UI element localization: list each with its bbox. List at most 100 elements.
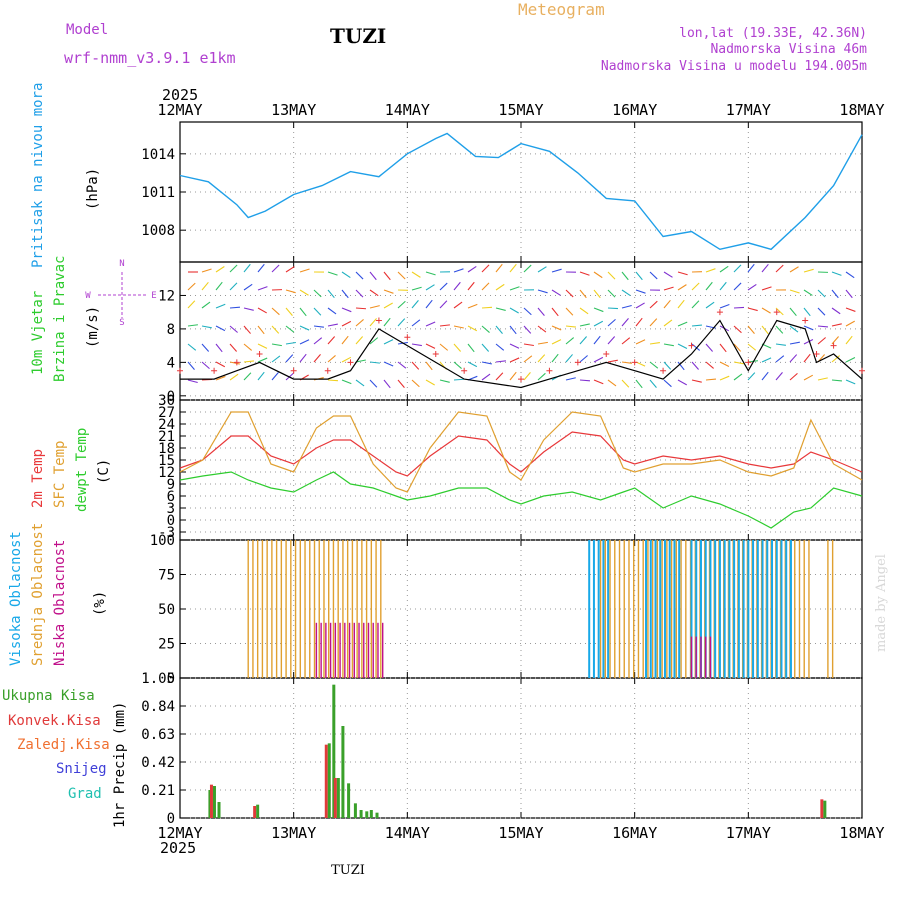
- wind-arrow: [579, 289, 587, 299]
- temp-ylabel-1: 2m Temp: [30, 449, 46, 508]
- wind-arrow: [425, 343, 436, 349]
- wind-arrow: [509, 371, 517, 381]
- compass-n: N: [119, 259, 124, 269]
- wind-arrow: [551, 268, 562, 273]
- wind-arrow: [383, 317, 391, 327]
- precip-total-bar: [365, 811, 369, 818]
- wind-arrow: [775, 355, 785, 363]
- temp-ytick-label: 9: [167, 477, 175, 493]
- wind-arrow: [677, 343, 688, 349]
- wind-arrow: [313, 289, 322, 298]
- time-label-bottom: 18MAY: [839, 824, 884, 842]
- wind-arrow: [341, 335, 349, 345]
- wind-arrow: [719, 375, 730, 381]
- wind-arrow: [481, 306, 493, 309]
- wind-arrow: [607, 359, 618, 363]
- wind-arrow: [369, 318, 377, 327]
- precip-ytick-label: 0.21: [141, 783, 175, 799]
- wind-arrow: [663, 379, 672, 388]
- wind-arrow: [509, 307, 519, 314]
- wind-arrow: [481, 343, 490, 352]
- wind-ylabel-2: Brzina i Pravac: [52, 256, 68, 382]
- wind-arrow: [285, 325, 295, 333]
- compass-legend: N S W E: [85, 259, 156, 328]
- wind-arrow: [243, 325, 251, 334]
- wind-arrow: [537, 289, 548, 294]
- wind-arrow: [397, 300, 406, 309]
- precip-ytick-label: 0: [167, 811, 175, 827]
- wind-arrow: [383, 302, 393, 309]
- wind-arrow: [551, 307, 559, 317]
- time-axis-labels: 12MAY 12MAY 13MAY 13MAY 14MAY 14MAY 15MAY 15MAY…: [157, 101, 884, 842]
- wind-arrow: [663, 361, 672, 370]
- wind-arrow: [397, 318, 406, 327]
- cloud-ytick-label: 25: [158, 637, 175, 653]
- wind-arrow: [831, 271, 842, 276]
- wind-arrow: [845, 320, 856, 327]
- wind-arrow: [775, 264, 784, 273]
- wind-arrow: [649, 361, 659, 369]
- temp-ylabel-3: dewpt Temp: [74, 428, 90, 512]
- wind-arrow: [593, 320, 604, 327]
- wind-arrow: [635, 302, 645, 309]
- wind-arrow: [635, 289, 646, 294]
- wind-arrow: [593, 289, 601, 299]
- wind-arrow: [369, 379, 378, 388]
- wind-arrow: [579, 336, 588, 345]
- wind-arrow: [579, 355, 588, 363]
- temp-panel: 2m Temp SFC Temp dewpt Temp (C): [30, 411, 863, 529]
- wind-arrow: [677, 284, 687, 291]
- wind-arrow: [733, 325, 742, 334]
- station-title: TUZI: [330, 24, 386, 48]
- wind-arrow: [579, 271, 590, 276]
- wind-arrow: [411, 271, 421, 278]
- wind-arrow: [495, 372, 504, 381]
- wind-arrow: [747, 284, 757, 291]
- wind-arrow: [789, 289, 800, 294]
- wind-arrow: [313, 337, 323, 345]
- wind-arrow: [579, 323, 590, 327]
- wind-arrow: [439, 282, 448, 291]
- wind-arrow: [369, 271, 377, 281]
- lonlat-label: lon,lat (19.33E, 42.36N): [679, 26, 867, 41]
- wind-arrow: [299, 339, 310, 345]
- precip-total-bar: [353, 803, 357, 818]
- wind-arrow: [803, 289, 813, 296]
- wind-arrow: [845, 307, 856, 312]
- pressure-ytick-label: 1011: [141, 185, 175, 201]
- wind-arrow: [789, 325, 799, 333]
- wind-arrow: [789, 341, 800, 345]
- wind-arrow: [803, 325, 814, 331]
- wind-arrow: [649, 342, 660, 345]
- wind-arrow: [313, 354, 321, 363]
- precip-total-bar: [212, 786, 216, 818]
- elevation-label: Nadmorska Visina 46m: [710, 42, 867, 57]
- pressure-line: [179, 132, 863, 251]
- wind-arrow: [649, 271, 658, 280]
- wind-arrow: [355, 271, 364, 280]
- wind-arrow: [733, 306, 745, 309]
- wind-arrow: [495, 325, 503, 334]
- wind-arrow: [425, 379, 435, 386]
- gust-marker: [859, 367, 865, 374]
- precip-total-bar: [217, 802, 221, 818]
- time-label-top: 17MAY: [726, 101, 771, 119]
- wind-arrow: [551, 325, 562, 331]
- gust-marker: [432, 351, 439, 357]
- gust-marker: [716, 309, 723, 316]
- wind-arrow: [229, 373, 239, 381]
- wind-arrow: [285, 307, 293, 316]
- time-label-top: 18MAY: [839, 101, 884, 119]
- wind-arrow: [327, 289, 335, 299]
- wind-arrow: [607, 289, 616, 298]
- wind-arrow: [467, 325, 478, 332]
- precip-conv-bar: [820, 799, 824, 818]
- wind-arrow: [201, 268, 212, 273]
- wind-arrow: [705, 301, 715, 309]
- temp-sfc-line: [179, 411, 863, 493]
- wind-arrow: [831, 289, 839, 299]
- wind-arrow: [845, 379, 856, 385]
- wind-arrow: [817, 289, 826, 298]
- wind-arrow: [411, 286, 422, 291]
- wind-arrow: [663, 286, 674, 291]
